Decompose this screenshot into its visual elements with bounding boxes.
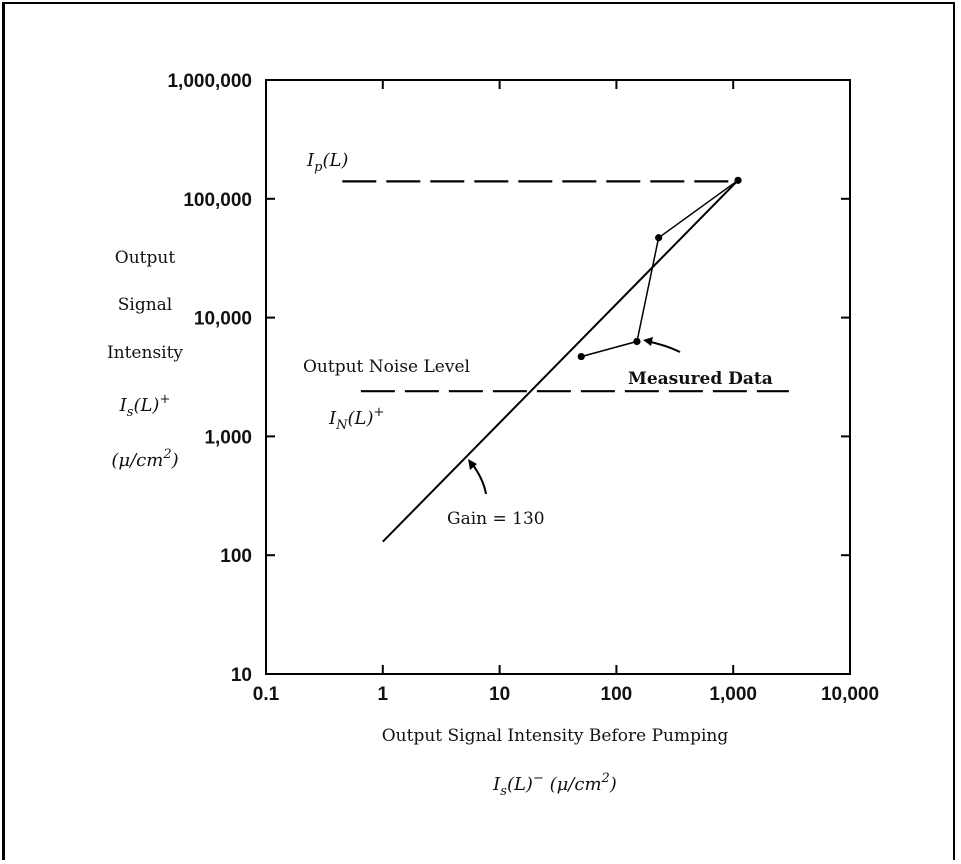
plot-area <box>265 79 851 675</box>
gain-arrowhead <box>468 459 477 470</box>
x-tick-label: 1,000 <box>709 684 757 705</box>
y-tick-label: 10 <box>231 665 252 686</box>
y-label-line-2: Signal <box>118 295 173 315</box>
measured-data-arrowhead <box>643 337 653 346</box>
gain-label: Gain = 130 <box>447 509 545 529</box>
x-tick-label: 10,000 <box>821 684 879 705</box>
data-point <box>734 176 742 184</box>
x-tick-label: 100 <box>601 684 633 705</box>
noise-level-label: Output Noise Level <box>303 357 470 377</box>
y-tick-label: 100 <box>220 546 252 567</box>
y-label-line-1: Output <box>115 248 176 268</box>
y-label-line-3: Intensity <box>107 343 183 363</box>
x-axis-label: Output Signal Intensity Before Pumping <box>382 726 729 746</box>
y-label-math-1: Is(L)+ <box>119 392 171 420</box>
x-tick-label: 10 <box>489 684 510 705</box>
measured-data-label: Measured Data <box>628 369 773 389</box>
x-axis-math: Is(L)− (μ/cm2) <box>492 771 617 799</box>
y-tick-label: 100,000 <box>183 190 252 211</box>
y-tick-label: 1,000 <box>204 427 252 448</box>
series-layer <box>342 176 789 543</box>
ip-label: Ip(L) <box>306 150 348 175</box>
series-gain-130 <box>382 179 739 543</box>
noise-level-math: IN(L)+ <box>328 405 384 433</box>
y-tick-label: 10,000 <box>194 309 252 330</box>
data-point <box>577 352 585 361</box>
y-tick-label: 1,000,000 <box>167 71 252 92</box>
axis-ticks: 0.1 1 10 100 1,000 10,000 10 100 1,000 10,000 100,… <box>167 71 879 705</box>
data-point <box>633 337 641 346</box>
data-point <box>655 234 663 242</box>
y-label-math-2: (μ/cm2) <box>111 447 178 471</box>
series-measured-data <box>581 179 739 358</box>
x-tick-label: 0.1 <box>253 684 280 705</box>
x-tick-label: 1 <box>378 684 389 705</box>
